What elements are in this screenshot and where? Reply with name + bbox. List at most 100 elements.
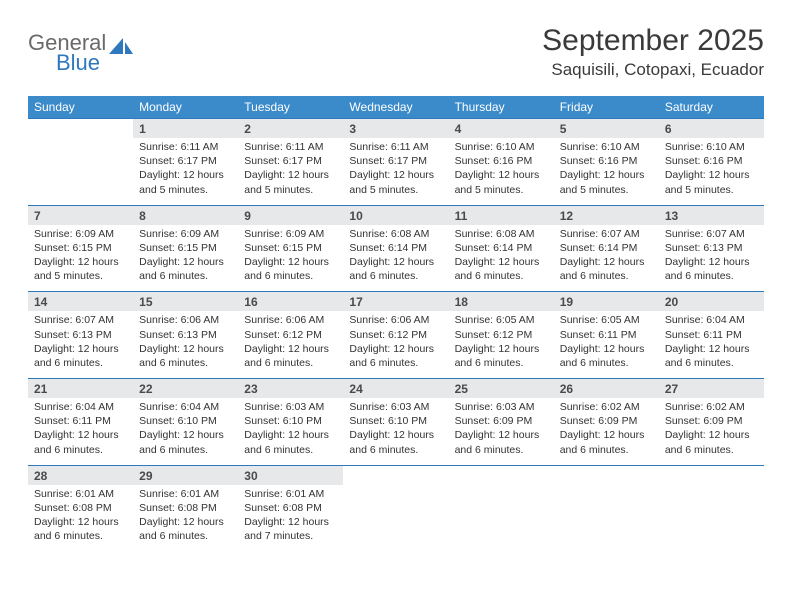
- day-number-cell: 28: [28, 465, 133, 485]
- daylight-text: Daylight: 12 hours and 6 minutes.: [349, 255, 442, 283]
- day-content-cell: Sunrise: 6:04 AMSunset: 6:10 PMDaylight:…: [133, 398, 238, 465]
- day-content-cell: Sunrise: 6:10 AMSunset: 6:16 PMDaylight:…: [659, 138, 764, 205]
- daylight-text: Daylight: 12 hours and 6 minutes.: [34, 515, 127, 543]
- day-number-cell: 14: [28, 292, 133, 312]
- daylight-text: Daylight: 12 hours and 5 minutes.: [244, 168, 337, 196]
- daylight-text: Daylight: 12 hours and 6 minutes.: [244, 255, 337, 283]
- calendar-page: General Blue September 2025 Saquisili, C…: [0, 0, 792, 571]
- sunrise-text: Sunrise: 6:02 AM: [665, 400, 758, 414]
- daylight-text: Daylight: 12 hours and 6 minutes.: [665, 342, 758, 370]
- sunrise-text: Sunrise: 6:07 AM: [34, 313, 127, 327]
- daylight-text: Daylight: 12 hours and 6 minutes.: [455, 428, 548, 456]
- sunset-text: Sunset: 6:16 PM: [560, 154, 653, 168]
- day-number-cell: [28, 119, 133, 139]
- calendar-body: SundayMondayTuesdayWednesdayThursdayFrid…: [28, 96, 764, 551]
- sunset-text: Sunset: 6:10 PM: [244, 414, 337, 428]
- sunrise-text: Sunrise: 6:09 AM: [244, 227, 337, 241]
- sunrise-text: Sunrise: 6:05 AM: [455, 313, 548, 327]
- daylight-text: Daylight: 12 hours and 5 minutes.: [34, 255, 127, 283]
- day-content-cell: Sunrise: 6:09 AMSunset: 6:15 PMDaylight:…: [238, 225, 343, 292]
- day-number-cell: 13: [659, 205, 764, 225]
- sunrise-text: Sunrise: 6:03 AM: [349, 400, 442, 414]
- daylight-text: Daylight: 12 hours and 6 minutes.: [665, 428, 758, 456]
- day-number-cell: [449, 465, 554, 485]
- day-number-cell: 9: [238, 205, 343, 225]
- sunrise-text: Sunrise: 6:06 AM: [349, 313, 442, 327]
- day-number-cell: 19: [554, 292, 659, 312]
- sunset-text: Sunset: 6:10 PM: [349, 414, 442, 428]
- page-header: General Blue September 2025 Saquisili, C…: [28, 24, 764, 82]
- daylight-text: Daylight: 12 hours and 6 minutes.: [139, 515, 232, 543]
- sunset-text: Sunset: 6:11 PM: [560, 328, 653, 342]
- day-content-row: Sunrise: 6:11 AMSunset: 6:17 PMDaylight:…: [28, 138, 764, 205]
- sunrise-text: Sunrise: 6:11 AM: [349, 140, 442, 154]
- daylight-text: Daylight: 12 hours and 6 minutes.: [455, 255, 548, 283]
- sunset-text: Sunset: 6:14 PM: [349, 241, 442, 255]
- day-content-cell: Sunrise: 6:06 AMSunset: 6:12 PMDaylight:…: [238, 311, 343, 378]
- sunset-text: Sunset: 6:09 PM: [455, 414, 548, 428]
- sunset-text: Sunset: 6:13 PM: [34, 328, 127, 342]
- sunrise-text: Sunrise: 6:04 AM: [34, 400, 127, 414]
- day-header-cell: Saturday: [659, 96, 764, 119]
- day-header-cell: Monday: [133, 96, 238, 119]
- day-number-cell: 30: [238, 465, 343, 485]
- day-content-cell: Sunrise: 6:01 AMSunset: 6:08 PMDaylight:…: [28, 485, 133, 552]
- day-content-cell: Sunrise: 6:02 AMSunset: 6:09 PMDaylight:…: [554, 398, 659, 465]
- day-content-cell: Sunrise: 6:03 AMSunset: 6:10 PMDaylight:…: [343, 398, 448, 465]
- sunset-text: Sunset: 6:12 PM: [455, 328, 548, 342]
- day-content-cell: Sunrise: 6:07 AMSunset: 6:13 PMDaylight:…: [659, 225, 764, 292]
- day-number-cell: [554, 465, 659, 485]
- day-number-cell: 7: [28, 205, 133, 225]
- day-header-cell: Thursday: [449, 96, 554, 119]
- day-number-cell: 6: [659, 119, 764, 139]
- day-number-row: 78910111213: [28, 205, 764, 225]
- sunset-text: Sunset: 6:17 PM: [244, 154, 337, 168]
- sunset-text: Sunset: 6:09 PM: [560, 414, 653, 428]
- day-number-row: 21222324252627: [28, 379, 764, 399]
- day-number-cell: 5: [554, 119, 659, 139]
- day-number-cell: 16: [238, 292, 343, 312]
- sunset-text: Sunset: 6:14 PM: [560, 241, 653, 255]
- daylight-text: Daylight: 12 hours and 6 minutes.: [560, 428, 653, 456]
- day-content-cell: Sunrise: 6:05 AMSunset: 6:12 PMDaylight:…: [449, 311, 554, 378]
- day-content-cell: Sunrise: 6:11 AMSunset: 6:17 PMDaylight:…: [133, 138, 238, 205]
- day-number-cell: 26: [554, 379, 659, 399]
- day-content-cell: Sunrise: 6:06 AMSunset: 6:13 PMDaylight:…: [133, 311, 238, 378]
- logo-text-general: General Blue: [28, 30, 134, 82]
- sunrise-text: Sunrise: 6:02 AM: [560, 400, 653, 414]
- day-number-cell: 12: [554, 205, 659, 225]
- sunrise-text: Sunrise: 6:06 AM: [244, 313, 337, 327]
- sunset-text: Sunset: 6:08 PM: [139, 501, 232, 515]
- day-number-cell: 15: [133, 292, 238, 312]
- day-number-cell: 17: [343, 292, 448, 312]
- day-number-cell: 2: [238, 119, 343, 139]
- brand-logo: General Blue: [28, 30, 134, 82]
- daylight-text: Daylight: 12 hours and 5 minutes.: [139, 168, 232, 196]
- day-content-row: Sunrise: 6:07 AMSunset: 6:13 PM Daylight:…: [28, 311, 764, 378]
- sunrise-text: Sunrise: 6:08 AM: [349, 227, 442, 241]
- day-number-cell: 8: [133, 205, 238, 225]
- day-content-cell: Sunrise: 6:09 AMSunset: 6:15 PMDaylight:…: [28, 225, 133, 292]
- day-content-row: Sunrise: 6:09 AMSunset: 6:15 PMDaylight:…: [28, 225, 764, 292]
- sunrise-text: Sunrise: 6:10 AM: [665, 140, 758, 154]
- day-content-cell: [28, 138, 133, 205]
- title-block: September 2025 Saquisili, Cotopaxi, Ecua…: [542, 24, 764, 80]
- day-number-row: 123456: [28, 119, 764, 139]
- month-title: September 2025: [542, 24, 764, 58]
- day-number-cell: [659, 465, 764, 485]
- day-content-cell: [343, 485, 448, 552]
- sunrise-text: Sunrise: 6:08 AM: [455, 227, 548, 241]
- sunrise-text: Sunrise: 6:06 AM: [139, 313, 232, 327]
- daylight-text: Daylight: 12 hours and 6 minutes.: [139, 342, 232, 370]
- location-text: Saquisili, Cotopaxi, Ecuador: [542, 60, 764, 80]
- daylight-text: Daylight: 12 hours and 5 minutes.: [560, 168, 653, 196]
- sunset-text: Sunset: 6:11 PM: [34, 414, 127, 428]
- sunrise-text: Sunrise: 6:01 AM: [34, 487, 127, 501]
- day-content-cell: [449, 485, 554, 552]
- sunset-text: Sunset: 6:15 PM: [139, 241, 232, 255]
- day-number-cell: 10: [343, 205, 448, 225]
- day-content-row: Sunrise: 6:01 AMSunset: 6:08 PMDaylight:…: [28, 485, 764, 552]
- sunset-text: Sunset: 6:15 PM: [244, 241, 337, 255]
- day-content-row: Sunrise: 6:04 AMSunset: 6:11 PM Daylight:…: [28, 398, 764, 465]
- sunrise-text: Sunrise: 6:05 AM: [560, 313, 653, 327]
